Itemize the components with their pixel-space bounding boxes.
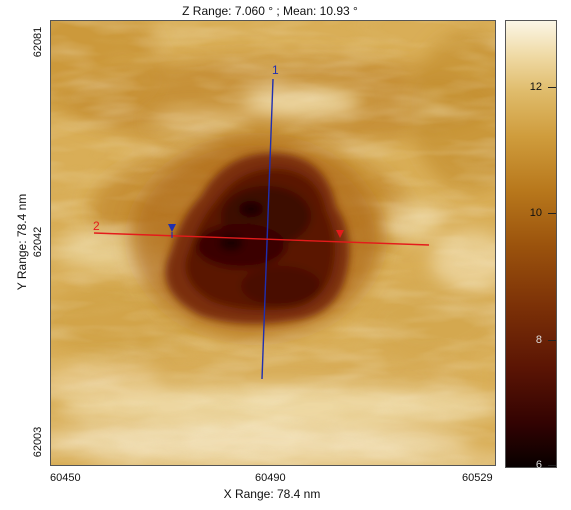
colorbar: 12 10 8 6	[505, 20, 557, 471]
cursor-marker-red[interactable]	[336, 230, 344, 238]
colorbar-tick-12	[548, 87, 556, 88]
profile-line-2-label: 2	[93, 219, 100, 233]
afm-height-image[interactable]: 1 2	[50, 20, 496, 466]
x-tick-left: 60450	[50, 472, 81, 484]
colorbar-label-12: 12	[529, 81, 542, 93]
profile-line-1-label: 1	[272, 63, 279, 77]
colorbar-label-10: 10	[529, 207, 542, 219]
y-axis-label: Y Range: 78.4 nm	[15, 193, 29, 291]
afm-image-svg[interactable]: 1 2	[51, 21, 495, 465]
colorbar-label-6: 6	[535, 459, 542, 471]
colorbar-tick-6	[548, 465, 556, 466]
x-tick-mid: 60490	[255, 472, 286, 484]
profile-line-1[interactable]	[261, 78, 274, 380]
colorbar-tick-8	[548, 340, 556, 341]
profile-line-2[interactable]	[93, 232, 430, 246]
colorbar-label-8: 8	[535, 334, 542, 346]
colorbar-tick-10	[548, 213, 556, 214]
y-tick-top: 62081	[32, 26, 44, 58]
y-tick-mid: 62042	[32, 226, 44, 258]
y-tick-bottom: 62003	[32, 426, 44, 458]
z-range-title: Z Range: 7.060 ° ; Mean: 10.93 °	[182, 4, 358, 18]
cursor-marker-blue[interactable]	[168, 224, 176, 232]
x-tick-right: 60529	[462, 472, 493, 484]
x-axis-label: X Range: 78.4 nm	[223, 487, 321, 501]
